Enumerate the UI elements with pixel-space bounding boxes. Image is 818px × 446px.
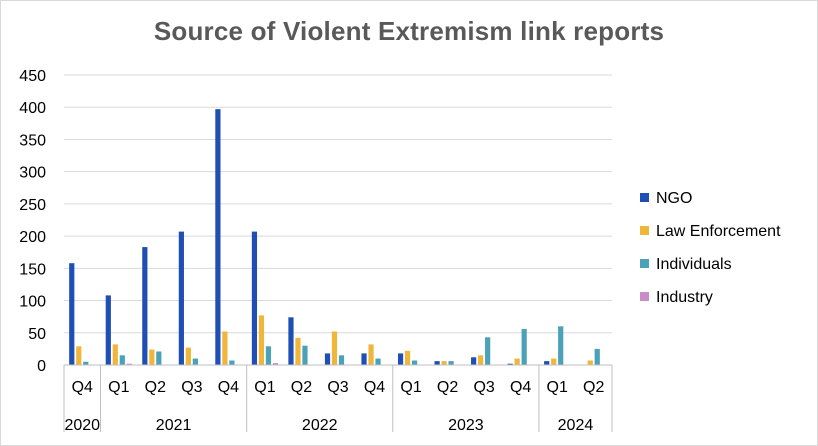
bar (295, 337, 301, 365)
bar (587, 360, 593, 365)
bar (251, 231, 258, 365)
bar (441, 361, 447, 365)
x-tick-label: Q4 (364, 379, 385, 396)
bar (544, 361, 550, 365)
bar (521, 328, 527, 365)
legend-label: NGO (656, 190, 692, 207)
x-tick-label: Q1 (547, 379, 568, 396)
y-tick-label: 250 (19, 197, 46, 214)
bar (338, 355, 345, 365)
legend-swatch (640, 193, 649, 202)
x-tick-label: Q3 (327, 379, 348, 396)
x-group-label: 2020 (64, 417, 100, 434)
y-tick-label: 450 (19, 68, 46, 85)
bar (112, 344, 118, 365)
bar (448, 361, 454, 365)
x-tick-label: Q2 (437, 379, 458, 396)
x-tick-label: Q3 (473, 379, 494, 396)
bar (142, 247, 148, 365)
y-tick-label: 50 (28, 326, 46, 343)
y-tick-label: 150 (19, 261, 46, 278)
x-group-label: 2023 (448, 417, 484, 434)
bar (404, 350, 411, 365)
bar (258, 315, 265, 365)
x-tick-label: Q2 (145, 379, 166, 396)
y-tick-label: 350 (19, 132, 46, 149)
legend-label: Individuals (656, 256, 732, 273)
x-tick-label: Q4 (510, 379, 531, 396)
bar (368, 344, 374, 365)
x-tick-label: Q2 (291, 379, 312, 396)
bar (375, 358, 381, 365)
bars (69, 109, 600, 366)
bar (185, 347, 191, 365)
bar (514, 358, 520, 365)
bar (272, 363, 279, 365)
y-tick-label: 400 (19, 100, 46, 117)
bar (149, 349, 155, 365)
x-group-label: 2022 (302, 417, 338, 434)
bar (551, 358, 557, 365)
y-axis: 0 50 100 150 200 250 300 350 400 450 (19, 68, 46, 375)
x-group-label: 2021 (156, 417, 192, 434)
bar (178, 231, 184, 365)
bar (222, 331, 228, 365)
x-tick-label: Q4 (72, 379, 93, 396)
bar (288, 317, 294, 365)
x-tick-label: Q1 (400, 379, 421, 396)
legend-swatch (640, 259, 649, 268)
bar (594, 348, 600, 365)
y-tick-label: 100 (19, 294, 46, 311)
bar (126, 363, 132, 365)
bar (331, 331, 338, 365)
y-tick-label: 300 (19, 165, 46, 182)
x-tick-label: Q4 (218, 379, 239, 396)
legend-swatch (640, 292, 649, 301)
bar (265, 346, 272, 365)
bar (361, 353, 367, 365)
bar (471, 357, 477, 365)
bar (397, 353, 404, 365)
bar (485, 337, 491, 365)
x-tick-label: Q1 (108, 379, 129, 396)
bar (192, 358, 198, 365)
x-tick-label: Q2 (583, 379, 604, 396)
bar (69, 263, 75, 365)
bar (324, 353, 331, 365)
bar (83, 361, 89, 365)
x-group-label: 2024 (558, 417, 594, 434)
legend-swatch (640, 226, 649, 235)
legend-label: Law Enforcement (656, 223, 781, 240)
bar (229, 360, 235, 365)
bar (507, 363, 513, 365)
bar (105, 295, 111, 365)
gridlines (64, 74, 612, 334)
y-tick-label: 0 (37, 358, 46, 375)
bar (558, 326, 564, 365)
bar (478, 355, 484, 365)
bar (156, 351, 162, 365)
bar (302, 345, 308, 365)
x-tick-label: Q3 (181, 379, 202, 396)
y-tick-label: 200 (19, 229, 46, 246)
bar (76, 346, 82, 365)
legend-label: Industry (656, 289, 713, 306)
x-tick-label: Q1 (254, 379, 275, 396)
bar (411, 360, 418, 365)
bar (434, 361, 440, 365)
bar (215, 109, 221, 366)
bar (119, 355, 125, 365)
x-axis: Q4 Q1 Q2 Q3 Q4 Q1 Q2 Q3 Q4 Q1 Q2 Q3 Q4 Q1 Q2 2020 2021 20… (63, 364, 613, 434)
chart-title: Source of Violent Extremism link reports (153, 16, 665, 46)
legend: NGO Law Enforcement Individuals Industry (640, 190, 781, 306)
